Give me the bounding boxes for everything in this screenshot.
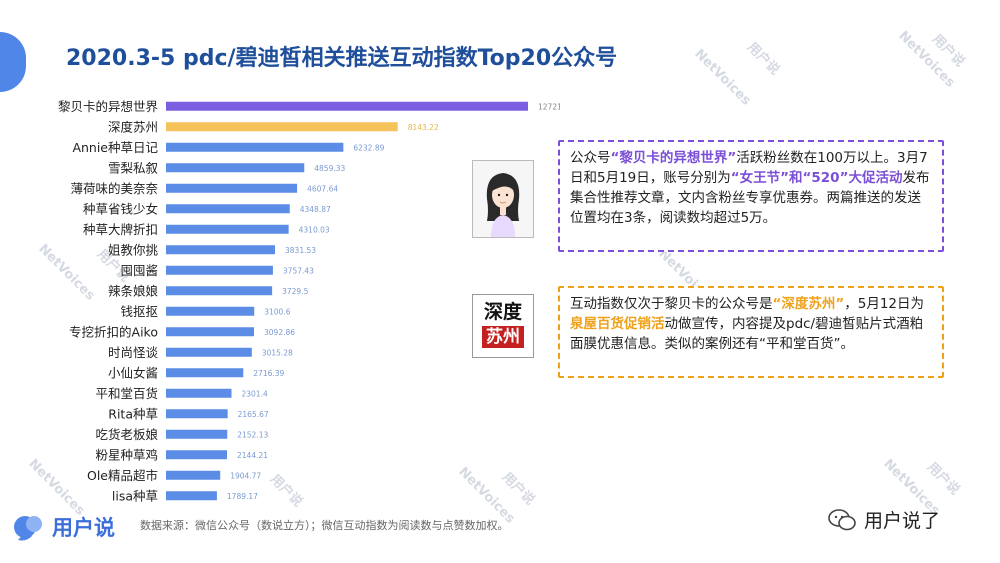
- bar: [166, 306, 255, 316]
- value-label: 4348.87: [300, 205, 331, 214]
- value-label: 3757.43: [283, 266, 314, 275]
- value-label: 1904.77: [230, 471, 261, 480]
- bar: [166, 491, 217, 501]
- value-label: 2144.21: [237, 451, 268, 460]
- wechat-account-name: 用户说了: [864, 510, 941, 532]
- value-label: 2716.39: [253, 369, 284, 378]
- bar: [166, 388, 232, 398]
- category-label: 雪梨私叙: [108, 160, 158, 175]
- page-title: 2020.3-5 pdc/碧迪皙相关推送互动指数Top20公众号: [66, 46, 618, 71]
- category-label: 姐教你挑: [108, 242, 159, 257]
- bar: [166, 347, 252, 357]
- callout-highlight: 泉屋百货促销活: [570, 316, 665, 332]
- callout-text: 互动指数仅次于黎贝卡的公众号是: [570, 296, 773, 312]
- callout-shendu-suzhou: 互动指数仅次于黎贝卡的公众号是“深度苏州”，5月12日为泉屋百货促销活动做宣传，…: [558, 286, 944, 378]
- value-label: 2165.67: [238, 410, 269, 419]
- category-label: 种草大牌折扣: [83, 222, 158, 237]
- watermark-text: 用户说: [743, 39, 783, 79]
- callout-highlight: “女王节”和“520”大促活动: [730, 170, 903, 186]
- category-label: 深度苏州: [108, 119, 158, 134]
- watermark-text: 用户说: [923, 459, 963, 499]
- bar-chart: 黎贝卡的异想世界12721.74深度苏州8143.22Annie种草日记6232…: [58, 99, 560, 502]
- callout-text: ，5月12日为: [844, 296, 925, 312]
- category-label: 粉星种草鸡: [95, 447, 158, 462]
- value-label: 4310.03: [299, 225, 330, 234]
- callout-libeika: 公众号“黎贝卡的异想世界”活跃粉丝数在100万以上。3月7日和5月19日，账号分…: [558, 140, 944, 252]
- bar: [166, 245, 276, 255]
- bar: [166, 409, 228, 419]
- category-label: 小仙女酱: [108, 365, 158, 380]
- data-source-note: 数据来源：微信公众号（数说立方）；微信互动指数为阅读数与点赞数加权。: [140, 519, 509, 532]
- value-label: 8143.22: [408, 123, 439, 132]
- logo-line2: 苏州: [482, 326, 524, 348]
- avatar-illustration: [472, 160, 534, 238]
- value-label: 3015.28: [262, 348, 293, 357]
- category-label: Ole精品超市: [87, 468, 158, 483]
- bar: [166, 183, 298, 193]
- category-label: 辣条娘娘: [108, 283, 159, 298]
- bar: [166, 368, 244, 378]
- decorative-shape: [0, 32, 26, 92]
- callout-highlight: “深度苏州”: [772, 296, 845, 312]
- value-label: 2152.13: [237, 430, 268, 439]
- callout-highlight: “黎贝卡的异想世界”: [610, 150, 737, 166]
- bar: [166, 101, 528, 111]
- brand-icon: [14, 516, 42, 541]
- category-label: 专挖折扣的Aiko: [69, 324, 158, 339]
- bar: [166, 122, 398, 132]
- shendu-suzhou-logo: 深度 苏州: [472, 294, 534, 358]
- bar: [166, 142, 344, 152]
- bar: [166, 327, 255, 337]
- bar: [166, 450, 228, 460]
- category-label: lisa种草: [112, 488, 158, 502]
- bar: [166, 163, 305, 173]
- callout-text: 公众号: [570, 150, 611, 166]
- brand-name: 用户说: [52, 516, 115, 540]
- category-label: Annie种草日记: [72, 140, 158, 155]
- category-label: Rita种草: [108, 406, 158, 421]
- value-label: 12721.74: [538, 102, 560, 111]
- category-label: 种草省钱少女: [83, 201, 158, 216]
- callout-text: 活跃粉丝数在100万以上。3月7日和5月19日，账号分别为: [570, 150, 928, 186]
- bar: [166, 224, 289, 234]
- watermark-text: 用户说: [928, 31, 968, 71]
- watermark-text: NetVoices: [691, 46, 754, 109]
- value-label: 4607.64: [307, 184, 338, 193]
- value-label: 3729.5: [282, 287, 308, 296]
- bar: [166, 204, 290, 214]
- value-label: 3092.86: [264, 328, 295, 337]
- value-label: 1789.17: [227, 492, 258, 501]
- callout-text: 发布集合性推荐文章，文内含粉丝专享优惠券。两篇推送的发送位置均在3条，阅读数均超…: [570, 170, 930, 226]
- wechat-account-badge: 用户说了: [828, 506, 940, 533]
- callout-text: 动做宣传，内容提及pdc/碧迪皙贴片式酒粕面膜优惠信息。类似的案例还有“平和堂百…: [570, 316, 924, 352]
- category-label: 吃货老板娘: [95, 427, 158, 442]
- category-label: 平和堂百货: [95, 386, 158, 401]
- category-label: 薄荷味的美奈奈: [70, 181, 158, 196]
- bar: [166, 470, 221, 480]
- value-label: 2301.4: [241, 389, 267, 398]
- value-label: 3831.53: [285, 246, 316, 255]
- value-label: 4859.33: [314, 164, 345, 173]
- category-label: 钱抠抠: [120, 304, 158, 319]
- category-label: 时尚怪谈: [108, 345, 159, 360]
- value-label: 6232.89: [353, 143, 384, 152]
- category-label: 黎贝卡的异想世界: [58, 99, 159, 114]
- logo-line1: 深度: [483, 301, 522, 323]
- value-label: 3100.6: [264, 307, 290, 316]
- bar: [166, 286, 273, 296]
- bar: [166, 265, 273, 275]
- bar: [166, 429, 228, 439]
- brand-logo: 用户说: [12, 510, 115, 544]
- category-label: 囤囤酱: [120, 263, 158, 278]
- wechat-icon: [828, 508, 856, 530]
- watermark-text: NetVoices: [895, 28, 958, 91]
